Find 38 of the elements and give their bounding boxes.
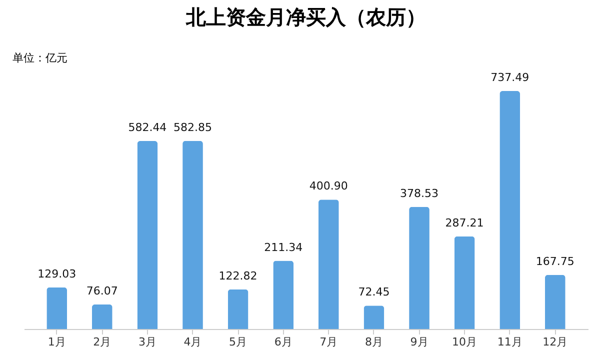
bar [454, 236, 475, 329]
data-label: 76.07 [86, 284, 118, 298]
data-label: 400.90 [309, 180, 348, 193]
x-tick-label: 3月 [138, 336, 156, 348]
data-label: 129.03 [38, 267, 76, 280]
bar [182, 140, 203, 329]
bar [544, 274, 566, 329]
bar [409, 206, 430, 329]
data-label: 211.34 [264, 240, 303, 254]
x-tick-label: 9月 [410, 336, 428, 348]
bar [228, 289, 248, 329]
x-tick-label: 7月 [320, 336, 338, 348]
x-tick-label: 2月 [93, 336, 112, 348]
data-label: 582.85 [173, 120, 212, 134]
x-tick-label: 6月 [274, 336, 292, 348]
bar [137, 141, 158, 329]
chart-title: 北上资金月净买入（农历） [185, 5, 426, 29]
x-tick-label: 5月 [229, 336, 248, 348]
data-label: 737.49 [490, 71, 530, 84]
data-label: 122.82 [218, 269, 258, 282]
bar [46, 287, 68, 329]
bar [364, 306, 384, 329]
bar [92, 304, 112, 329]
x-tick-label: 12月 [542, 336, 568, 348]
y-axis-title: 单位：亿元 [12, 52, 68, 64]
bar [500, 91, 520, 329]
data-label: 287.21 [445, 216, 484, 230]
bar [318, 200, 339, 329]
x-tick-label: 8月 [364, 336, 383, 348]
x-tick-label: 1月 [48, 336, 66, 348]
data-label: 378.53 [400, 186, 439, 200]
x-tick-label: 4月 [184, 336, 202, 348]
data-label: 72.45 [358, 286, 390, 299]
data-label: 582.44 [128, 121, 167, 134]
data-label: 167.75 [536, 254, 574, 268]
x-tick-label: 10月 [452, 336, 478, 348]
x-tick-label: 11月 [497, 336, 522, 348]
bar [273, 260, 294, 329]
